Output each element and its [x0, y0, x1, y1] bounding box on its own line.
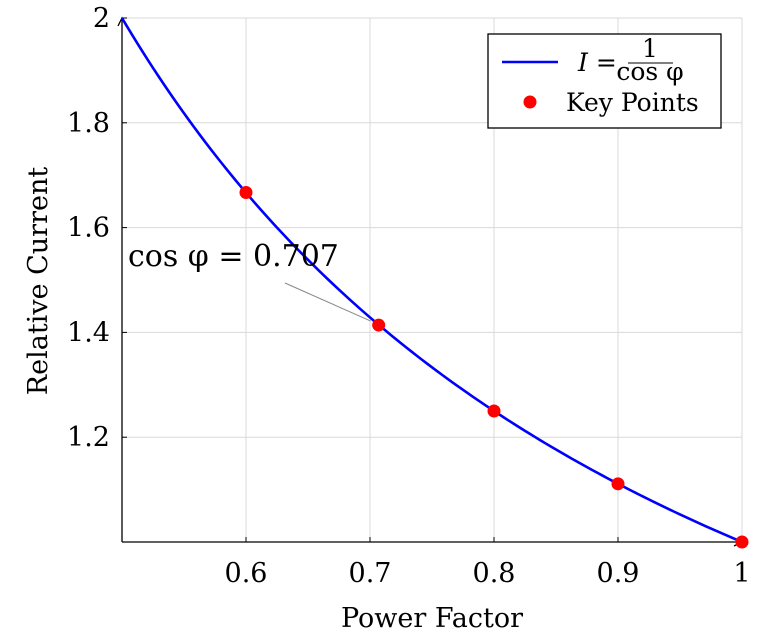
y-tick-label: 1.4 — [67, 317, 110, 348]
legend-box — [487, 33, 722, 129]
legend-fraction-numerator: 1 — [642, 34, 658, 63]
y-tick-label: 2 — [93, 3, 110, 34]
y-tick-label: 1.2 — [67, 422, 110, 453]
x-tick-label: 1 — [733, 558, 750, 589]
x-tick-label: 0.7 — [349, 558, 392, 589]
x-tick-label: 0.6 — [225, 558, 268, 589]
key-point — [487, 404, 501, 418]
annotation: cos φ = 0.707 — [128, 239, 371, 322]
key-point — [735, 535, 749, 549]
y-tick-label: 1.8 — [67, 108, 110, 139]
legend-points-label: Key Points — [566, 88, 699, 117]
legend-point-swatch — [523, 95, 537, 109]
tick-labels: 0.6 0.7 0.8 0.9 1 1.2 1.4 1.6 1.8 2 — [67, 3, 751, 589]
legend-fraction-denominator: cos φ — [616, 57, 683, 86]
key-point — [239, 185, 253, 199]
y-tick-label: 1.6 — [67, 213, 110, 244]
key-point — [611, 477, 625, 491]
annotation-pin-line — [284, 282, 371, 322]
x-axis-title: Power Factor — [341, 603, 523, 634]
key-point — [372, 318, 386, 332]
series-line-current — [120, 17, 743, 544]
x-tick-label: 0.8 — [473, 558, 516, 589]
series — [120, 17, 749, 549]
y-axis-title: Relative Current — [23, 167, 54, 396]
legend-line-label: I = — [577, 48, 617, 77]
x-tick-label: 0.9 — [597, 558, 640, 589]
annotation-label: cos φ = 0.707 — [128, 239, 339, 274]
